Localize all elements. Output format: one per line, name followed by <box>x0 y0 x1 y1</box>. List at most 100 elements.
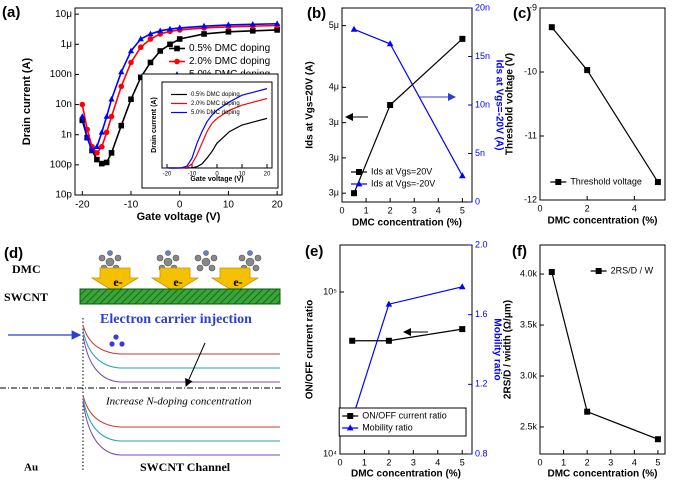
marker <box>103 159 110 166</box>
marker <box>137 74 144 81</box>
x-tick-label: -20 <box>75 200 90 211</box>
marker <box>98 143 105 150</box>
marker <box>118 83 125 90</box>
dmc-label: DMC <box>12 262 41 276</box>
x-tick-label: 3 <box>608 457 613 467</box>
marker <box>459 326 466 333</box>
plot-frame <box>539 244 666 455</box>
marker <box>128 96 134 103</box>
electrons-dots <box>109 334 125 347</box>
x-tick-label: 1 <box>362 457 367 467</box>
x-tick-label: 0 <box>537 457 542 467</box>
panel-label: (b) <box>307 5 326 22</box>
bands <box>82 324 280 456</box>
series-line <box>352 328 463 342</box>
y2-tick-label: 1.6 <box>475 309 488 319</box>
y-tick-label: 3μ <box>329 117 339 127</box>
marker <box>84 134 91 140</box>
legend-label: 2.0% DMC doping <box>189 56 270 67</box>
x-tick-label: -10 <box>124 200 139 211</box>
y-tick-label: 10⁴ <box>323 448 337 458</box>
legend-marker <box>174 58 180 65</box>
x-tick-label: -10 <box>188 172 197 178</box>
marker <box>349 337 356 344</box>
legend-label: 2RS/D / W <box>611 265 654 275</box>
y-tick-label: 100p <box>50 159 73 170</box>
marker <box>79 101 86 108</box>
legend-label: 0.5% DMC doping <box>191 92 240 98</box>
x-tick-label: 4 <box>632 457 637 467</box>
marker <box>147 30 154 37</box>
y-tick-label: 3.5k <box>520 319 538 329</box>
x-axis-label: DMC concentration (%) <box>548 216 658 227</box>
plot-frame <box>339 244 473 455</box>
x-tick-label: 2 <box>585 457 590 467</box>
plot-frame <box>74 7 283 196</box>
y-tick-label: 5μ <box>329 20 339 30</box>
marker <box>88 147 96 153</box>
marker <box>351 190 358 197</box>
y-tick-label: 10p <box>55 190 72 201</box>
marker <box>274 27 280 33</box>
marker <box>584 67 591 74</box>
marker <box>127 47 135 54</box>
y-tick-label: 10μ <box>55 9 72 20</box>
legend-label: Ids at Vgs=-20V <box>371 178 435 188</box>
y-tick-label: 100n <box>50 69 72 80</box>
x-tick-label: 5 <box>655 457 660 467</box>
marker <box>548 269 555 276</box>
marker <box>386 40 394 47</box>
panel-label: (c) <box>513 5 531 22</box>
doping-label: Increase N-doping concentration <box>105 396 252 408</box>
x-tick-label: 4 <box>436 205 441 215</box>
x-tick-label: 1 <box>364 205 369 215</box>
y2-tick-label: 0 <box>475 196 480 206</box>
panel-label: (f) <box>512 243 527 260</box>
legend-marker <box>174 45 180 52</box>
marker <box>108 150 115 156</box>
y-tick-label: 3μ <box>329 188 339 198</box>
injection-label: Electron carrier injection <box>100 312 252 327</box>
electron-arrows <box>90 267 260 293</box>
marker <box>118 68 125 75</box>
series-line <box>551 26 659 183</box>
x-tick-label: 0 <box>537 203 542 213</box>
legend-label: Mobility ratio <box>362 422 413 432</box>
y-tick-label: -10 <box>524 66 537 76</box>
y2-tick-label: 0.8 <box>475 448 488 458</box>
marker <box>387 102 394 108</box>
x-tick-label: 4 <box>435 457 440 467</box>
marker <box>249 20 256 27</box>
y2-tick-label: 20n <box>475 2 490 12</box>
y-tick-label: 2.5k <box>520 421 538 431</box>
y-axis-label: ON/OFF current ratio <box>305 300 316 399</box>
x-tick-label: 5 <box>460 457 465 467</box>
electron: e- <box>113 275 122 289</box>
marker <box>176 24 183 31</box>
x-tick-label: -20 <box>163 172 172 178</box>
x-tick-label: 2 <box>388 205 393 215</box>
marker <box>93 143 100 149</box>
marker <box>137 35 144 42</box>
marker <box>118 122 125 129</box>
marker <box>350 25 358 32</box>
marker <box>147 36 154 42</box>
marker <box>157 27 164 34</box>
legend-label: Ids at Vgs=20V <box>371 166 432 176</box>
x-tick-label: 20 <box>272 200 284 211</box>
x-tick-label: 2 <box>386 457 391 467</box>
marker <box>274 20 281 27</box>
y-tick-label: 3μ <box>329 152 339 162</box>
marker <box>200 22 208 29</box>
legend-marker <box>555 179 562 185</box>
y-tick-label: 1μ <box>61 39 73 50</box>
y-tick-label: -11 <box>525 130 537 140</box>
legend-marker <box>346 424 354 431</box>
panel-label: (e) <box>305 243 323 260</box>
series-line <box>551 271 659 440</box>
y2-tick-label: 15n <box>475 51 490 61</box>
marker <box>166 25 174 32</box>
marker <box>157 48 164 54</box>
y2-tick-label: 10n <box>475 99 490 109</box>
